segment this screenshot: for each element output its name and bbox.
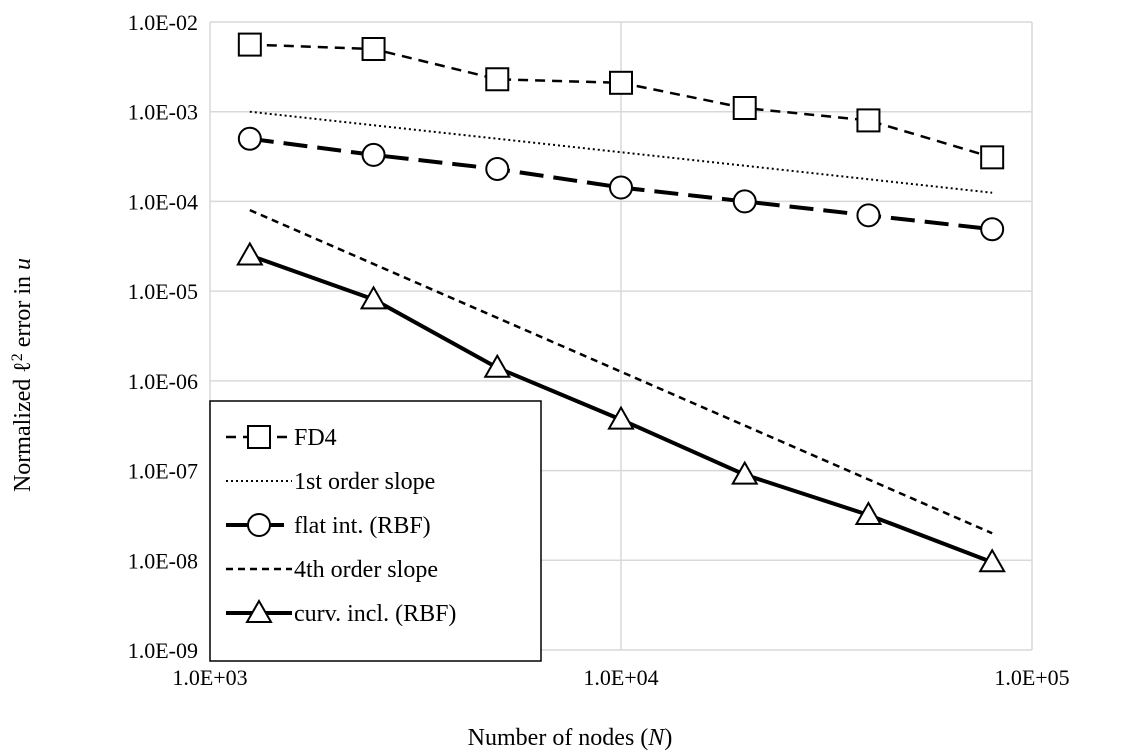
y-axis-title: Normalized ℓ2 error in u <box>9 258 37 492</box>
y-tick-label: 1.0E-08 <box>128 548 198 573</box>
legend-label: flat int. (RBF) <box>294 513 431 539</box>
y-tick-label: 1.0E-05 <box>128 279 198 304</box>
x-axis-title: Number of nodes (N) <box>468 725 673 751</box>
y-tick-label: 1.0E-09 <box>128 638 198 663</box>
legend-marker <box>248 426 270 448</box>
data-point <box>486 68 508 90</box>
data-point <box>610 176 632 198</box>
data-point <box>363 38 385 60</box>
data-point <box>486 158 508 180</box>
data-point <box>857 109 879 131</box>
legend-label: FD4 <box>294 425 337 451</box>
y-tick-label: 1.0E-07 <box>128 459 198 484</box>
legend-label: 1st order slope <box>294 469 435 495</box>
data-point <box>239 34 261 56</box>
y-tick-label: 1.0E-06 <box>128 369 198 394</box>
y-tick-label: 1.0E-03 <box>128 100 198 125</box>
x-tick-label: 1.0E+04 <box>583 665 658 690</box>
data-point <box>363 144 385 166</box>
x-tick-label: 1.0E+03 <box>172 665 247 690</box>
y-tick-label: 1.0E-02 <box>128 10 198 35</box>
data-point <box>238 243 262 264</box>
y-tick-labels: 1.0E-02 1.0E-03 1.0E-04 1.0E-05 1.0E-06 1.0E-… <box>128 10 198 663</box>
legend-label: curv. incl. (RBF) <box>294 601 456 627</box>
legend-marker <box>248 514 270 536</box>
legend-label: 4th order slope <box>294 557 438 583</box>
data-point <box>857 204 879 226</box>
data-point <box>485 356 509 377</box>
x-tick-label: 1.0E+05 <box>994 665 1069 690</box>
data-point <box>733 463 757 484</box>
legend: FD4 1st order slope flat int. (RBF) 4th ord… <box>210 401 541 661</box>
x-tick-labels: 1.0E+03 1.0E+04 1.0E+05 <box>172 665 1069 690</box>
data-point <box>734 97 756 119</box>
data-point <box>239 128 261 150</box>
data-point <box>981 218 1003 240</box>
legend-entry: flat int. (RBF) <box>226 513 431 539</box>
data-point <box>734 190 756 212</box>
data-point <box>981 146 1003 168</box>
y-tick-label: 1.0E-04 <box>128 189 198 214</box>
data-point <box>610 72 632 94</box>
